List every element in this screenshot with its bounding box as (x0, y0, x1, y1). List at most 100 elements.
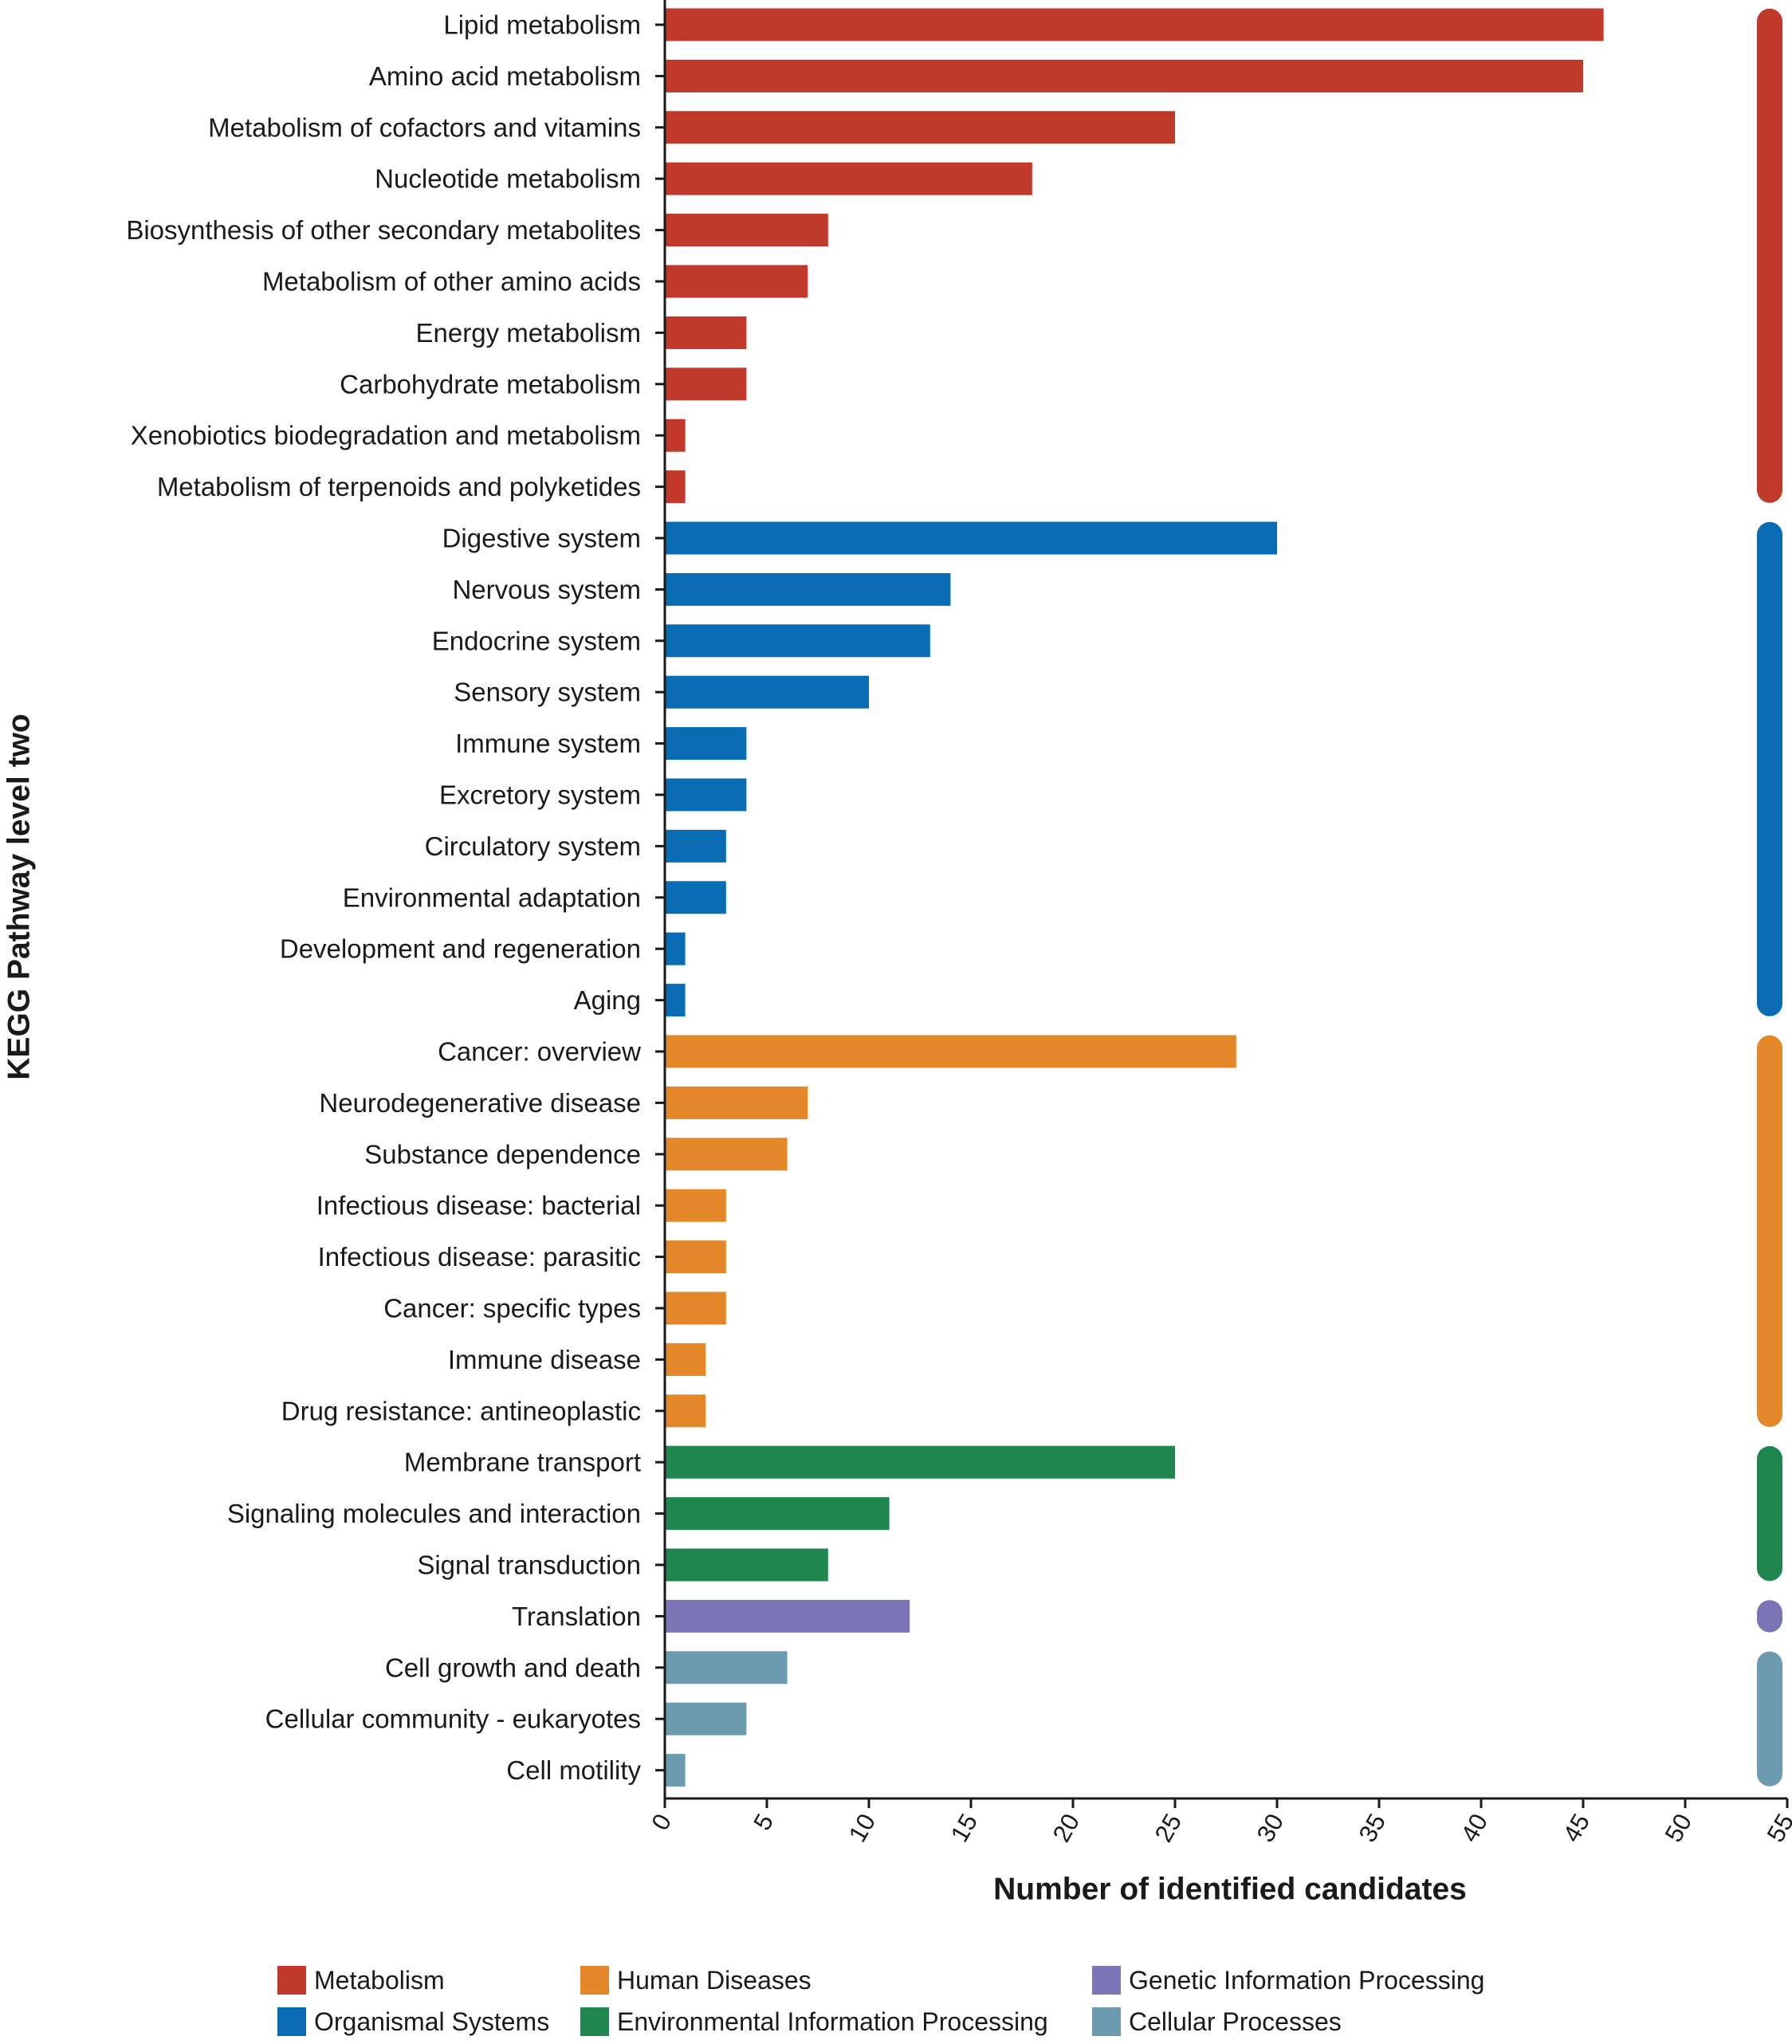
category-label: Cell motility (506, 1755, 641, 1785)
group-strip-human-diseases (1757, 1035, 1782, 1427)
category-label: Cancer: overview (438, 1037, 641, 1067)
bar-cancer-specific-types (665, 1291, 726, 1325)
legend-label: Organismal Systems (314, 2007, 549, 2036)
bar-sensory-system (665, 675, 869, 709)
bar-infectious-disease-parasitic (665, 1240, 726, 1274)
bars-layer (665, 8, 1604, 1787)
category-label: Signal transduction (417, 1551, 641, 1580)
bar-nucleotide-metabolism (665, 162, 1032, 195)
legend-label: Environmental Information Processing (617, 2007, 1048, 2036)
bar-signaling-molecules-and-interaction (665, 1497, 890, 1531)
x-axis-title: Number of identified candidates (993, 1873, 1467, 1907)
category-label: Circulatory system (425, 831, 641, 861)
bar-substance-dependence (665, 1138, 788, 1171)
category-label: Aging (574, 985, 641, 1015)
bar-immune-disease (665, 1342, 706, 1376)
bar-cellular-community-eukaryotes (665, 1702, 747, 1735)
category-label: Carbohydrate metabolism (340, 369, 641, 399)
x-tick-label: 50 (1660, 1809, 1698, 1846)
category-label: Immune disease (448, 1345, 641, 1374)
axes (663, 0, 1787, 1800)
x-tick-label: 5 (748, 1809, 779, 1834)
x-ticks: 0 5 10 15 20 25 30 35 40 45 50 55 (646, 1798, 1792, 1847)
category-label: Substance dependence (364, 1139, 641, 1169)
category-label: Metabolism of cofactors and vitamins (208, 112, 641, 142)
category-label: Endocrine system (432, 626, 641, 655)
category-label: Cell growth and death (385, 1653, 641, 1682)
bar-immune-system (665, 727, 747, 761)
x-tick-label: 45 (1558, 1809, 1596, 1846)
legend-swatch (1092, 2007, 1121, 2036)
bar-cancer-overview (665, 1035, 1236, 1068)
category-label: Digestive system (442, 524, 641, 553)
bar-excretory-system (665, 778, 747, 812)
bar-development-and-regeneration (665, 932, 686, 965)
bar-energy-metabolism (665, 316, 747, 349)
legend-swatch (580, 1966, 609, 1995)
x-tick-label: 20 (1047, 1809, 1086, 1846)
x-tick-label: 15 (945, 1809, 984, 1846)
bar-xenobiotics-biodegradation-and-metabolism (665, 419, 686, 452)
bar-amino-acid-metabolism (665, 59, 1583, 92)
legend-label: Cellular Processes (1129, 2007, 1342, 2036)
bar-cell-growth-and-death (665, 1651, 788, 1684)
category-label: Signaling molecules and interaction (227, 1499, 641, 1528)
legend-item-organismal-systems: Organismal Systems (277, 2007, 549, 2036)
legend-item-genetic-information-processing: Genetic Information Processing (1092, 1966, 1484, 1995)
category-label: Membrane transport (404, 1448, 641, 1477)
bar-environmental-adaptation (665, 881, 726, 914)
x-tick-label: 30 (1252, 1809, 1290, 1846)
x-tick-label: 0 (646, 1809, 677, 1834)
bar-signal-transduction (665, 1548, 828, 1582)
category-label: Energy metabolism (416, 318, 641, 348)
category-label: Biosynthesis of other secondary metaboli… (126, 215, 641, 245)
category-label: Cellular community - eukaryotes (265, 1704, 641, 1734)
legend: Metabolism Human Diseases Genetic Informat… (277, 1966, 1484, 2036)
bar-neurodegenerative-disease (665, 1086, 808, 1119)
category-label: Sensory system (454, 678, 641, 707)
x-tick-label: 25 (1149, 1809, 1188, 1846)
bar-infectious-disease-bacterial (665, 1189, 726, 1222)
category-label: Cancer: specific types (383, 1294, 641, 1323)
bar-drug-resistance-antineoplastic (665, 1394, 706, 1428)
bar-metabolism-of-cofactors-and-vitamins (665, 111, 1175, 144)
category-label: Infectious disease: bacterial (316, 1191, 641, 1221)
category-label: Immune system (455, 729, 641, 758)
legend-swatch (277, 1966, 306, 1995)
category-label: Neurodegenerative disease (319, 1088, 641, 1118)
group-strips (1757, 8, 1782, 1787)
x-tick-label: 10 (843, 1809, 882, 1846)
legend-swatch (277, 2007, 306, 2036)
bar-aging (665, 984, 686, 1017)
category-label: Amino acid metabolism (369, 61, 641, 91)
group-strip-cellular-processes (1757, 1651, 1782, 1787)
bar-endocrine-system (665, 624, 930, 658)
category-label: Lipid metabolism (443, 10, 641, 40)
group-strip-environmental-information-processing (1757, 1446, 1782, 1582)
category-label: Xenobiotics biodegradation and metabolis… (131, 421, 641, 450)
legend-item-environmental-information-processing: Environmental Information Processing (580, 2007, 1048, 2036)
bar-lipid-metabolism (665, 8, 1604, 41)
legend-label: Metabolism (314, 1966, 445, 1995)
category-label: Metabolism of terpenoids and polyketides (157, 472, 641, 501)
category-label: Infectious disease: parasitic (318, 1242, 641, 1272)
category-label: Nervous system (452, 575, 641, 604)
bar-digestive-system (665, 521, 1277, 555)
bar-biosynthesis-of-other-secondary-metabolites (665, 214, 828, 247)
category-label: Environmental adaptation (343, 882, 641, 912)
legend-item-cellular-processes: Cellular Processes (1092, 2007, 1342, 2036)
bar-cell-motility (665, 1754, 686, 1787)
bar-circulatory-system (665, 829, 726, 863)
bar-metabolism-of-terpenoids-and-polyketides (665, 470, 686, 504)
bar-metabolism-of-other-amino-acids (665, 265, 808, 298)
x-tick-label: 40 (1456, 1809, 1494, 1846)
category-labels: Lipid metabolism Amino acid metabolism Met… (126, 10, 665, 1785)
legend-label: Human Diseases (617, 1966, 812, 1995)
x-tick-label: 55 (1762, 1809, 1792, 1846)
bar-carbohydrate-metabolism (665, 368, 747, 401)
bar-membrane-transport (665, 1445, 1175, 1479)
group-strip-genetic-information-processing (1757, 1600, 1782, 1633)
legend-label: Genetic Information Processing (1129, 1966, 1484, 1995)
